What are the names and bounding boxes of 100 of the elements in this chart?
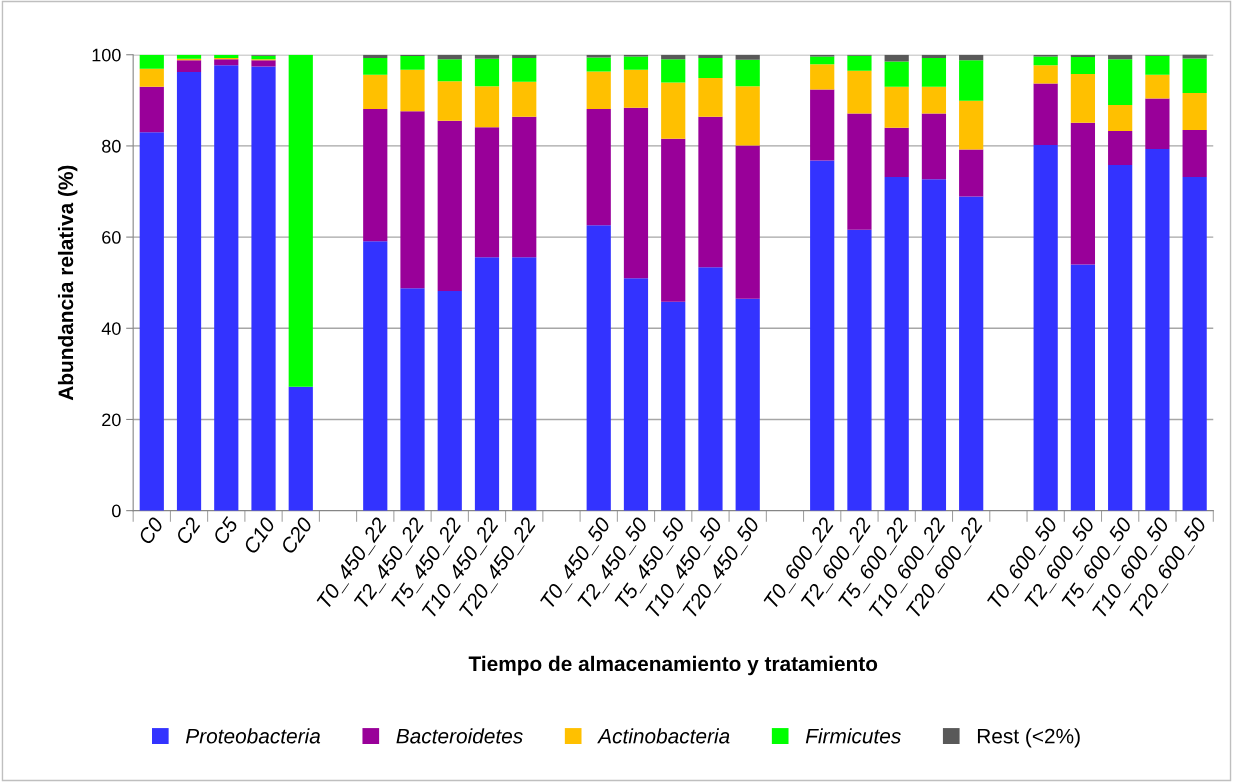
bar: [363, 54, 388, 58]
bar: [698, 77, 723, 117]
bar: [1145, 74, 1170, 99]
bar: [1108, 104, 1133, 131]
bar: [661, 82, 686, 139]
bar: [1182, 176, 1207, 511]
bar: [735, 86, 760, 146]
bar: [1070, 264, 1096, 511]
bar: [661, 59, 686, 83]
bar: [847, 70, 872, 114]
bar: [474, 54, 500, 59]
bar: [288, 54, 313, 387]
bar: [884, 61, 909, 87]
bar: [921, 57, 947, 87]
bar: [437, 290, 462, 511]
bar: [661, 138, 686, 302]
bar: [139, 54, 164, 69]
bar: [921, 86, 947, 114]
bar: [959, 54, 984, 61]
bar: [884, 54, 909, 62]
bar: [623, 107, 649, 279]
bar: [623, 69, 649, 108]
bar: [959, 100, 984, 150]
bar: [884, 127, 909, 177]
bar: [847, 229, 872, 511]
bar: [623, 278, 649, 511]
bar: [810, 89, 835, 161]
legend-label: Firmicutes: [805, 728, 901, 744]
bar: [921, 54, 947, 58]
bar: [884, 86, 909, 128]
y-tick-label: 100: [92, 48, 121, 62]
bar: [1182, 58, 1207, 94]
bar: [810, 160, 835, 511]
bar: [214, 65, 239, 511]
bar: [1145, 149, 1170, 511]
bar: [474, 257, 500, 511]
bar: [400, 56, 425, 70]
bar: [586, 71, 611, 109]
bar: [959, 149, 984, 197]
bar: [214, 59, 239, 66]
x-tick-label: C2: [174, 516, 202, 546]
bar: [698, 267, 723, 511]
bar: [735, 298, 760, 511]
bar: [1108, 165, 1133, 511]
bar: [1145, 98, 1170, 150]
bar: [176, 54, 202, 59]
bar: [586, 225, 611, 511]
bar: [735, 59, 760, 87]
bar: [176, 72, 202, 511]
y-tick-label: 80: [102, 139, 121, 153]
bar: [586, 108, 611, 226]
bar: [921, 113, 947, 180]
bar: [1108, 59, 1133, 105]
bar: [512, 54, 537, 58]
y-tick-label: 60: [102, 231, 121, 244]
bar: [139, 132, 164, 511]
legend-label: Rest (<2%): [977, 728, 1080, 748]
y-tick-label: 20: [102, 413, 121, 427]
bar: [1033, 56, 1058, 66]
bar: [847, 113, 872, 230]
bar: [437, 59, 462, 82]
bar: [363, 108, 388, 242]
y-axis-title: Abundancia relativa (%): [57, 165, 78, 401]
x-tick-label: C5: [212, 515, 239, 546]
bar: [288, 386, 313, 511]
bar: [474, 58, 500, 87]
x-axis-title: Tiempo de almacenamiento y tratamiento: [468, 655, 878, 676]
bar: [1070, 57, 1096, 74]
bar: [400, 288, 425, 511]
bar: [661, 301, 686, 511]
bar: [1033, 83, 1058, 146]
bar: [735, 145, 760, 299]
legend-label: Proteobacteria: [185, 728, 321, 744]
bar: [1108, 130, 1133, 166]
bar: [1145, 55, 1170, 75]
bar: [847, 55, 872, 71]
bar: [1182, 93, 1207, 130]
legend-label: Bacteroidetes: [396, 728, 523, 744]
bar: [698, 54, 723, 58]
bar: [512, 257, 537, 511]
bar: [623, 56, 649, 70]
bar: [363, 241, 388, 511]
bar: [512, 81, 537, 117]
bar: [437, 81, 462, 121]
bar: [586, 57, 611, 72]
bar: [363, 57, 388, 75]
bar: [1033, 145, 1058, 511]
bar: [139, 68, 164, 87]
x-tick-label: C0: [137, 515, 165, 546]
bar: [512, 116, 537, 258]
y-tick-label: 0: [112, 504, 121, 518]
bar: [698, 116, 723, 268]
bar: [884, 176, 909, 511]
bar: [698, 57, 723, 78]
y-tick-label: 40: [101, 322, 121, 335]
bar: [176, 60, 202, 73]
bar: [474, 86, 500, 128]
bar: [251, 60, 276, 67]
bar: [139, 86, 164, 133]
bar: [437, 120, 462, 291]
